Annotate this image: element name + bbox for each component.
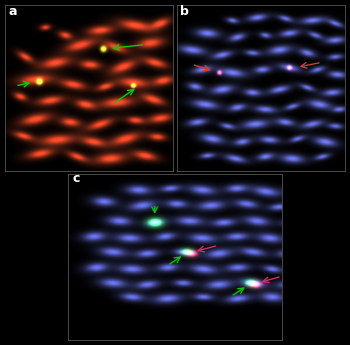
Text: c: c (72, 172, 79, 185)
Text: b: b (180, 5, 189, 18)
Text: a: a (8, 5, 17, 18)
